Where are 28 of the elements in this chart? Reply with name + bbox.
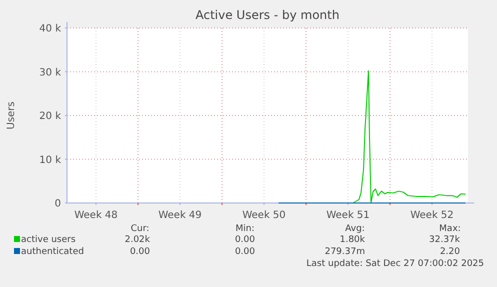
text: 279.37m [324,247,365,257]
x-tick-label: Week 52 [410,210,454,221]
text: 2.02k [124,235,151,245]
text: 2.20 [440,247,460,257]
text: Min: [235,224,255,234]
x-tick-label: Week 51 [326,210,370,221]
y-tick-label: 40 k [39,24,62,34]
y-axis-title: Users [6,101,17,130]
text: 32.37k [429,235,461,245]
x-tick-label: Week 49 [158,210,202,221]
x-tick-label: Week 48 [74,210,118,221]
text: Last update: Sat Dec 27 07:00:02 2025 [306,259,484,269]
y-tick-label: 30 k [39,67,62,78]
chart-title: Active Users - by month [196,8,340,22]
text: 0.00 [234,235,256,245]
text: 0.00 [130,247,150,257]
text: Cur: [130,224,150,234]
y-tick-label: 20 k [39,111,62,122]
line-series [352,70,466,204]
legend-label: active users [21,235,76,245]
y-tick-label: 10 k [39,154,62,166]
text: Max: [439,224,461,234]
x-tick-label: Week 50 [242,210,286,221]
y-tick-label: 0 [54,198,61,210]
text: 1.80k [340,235,366,245]
legend-label: authenticated [21,247,84,257]
text: Avg: [345,224,365,234]
text: 0.00 [234,247,256,257]
